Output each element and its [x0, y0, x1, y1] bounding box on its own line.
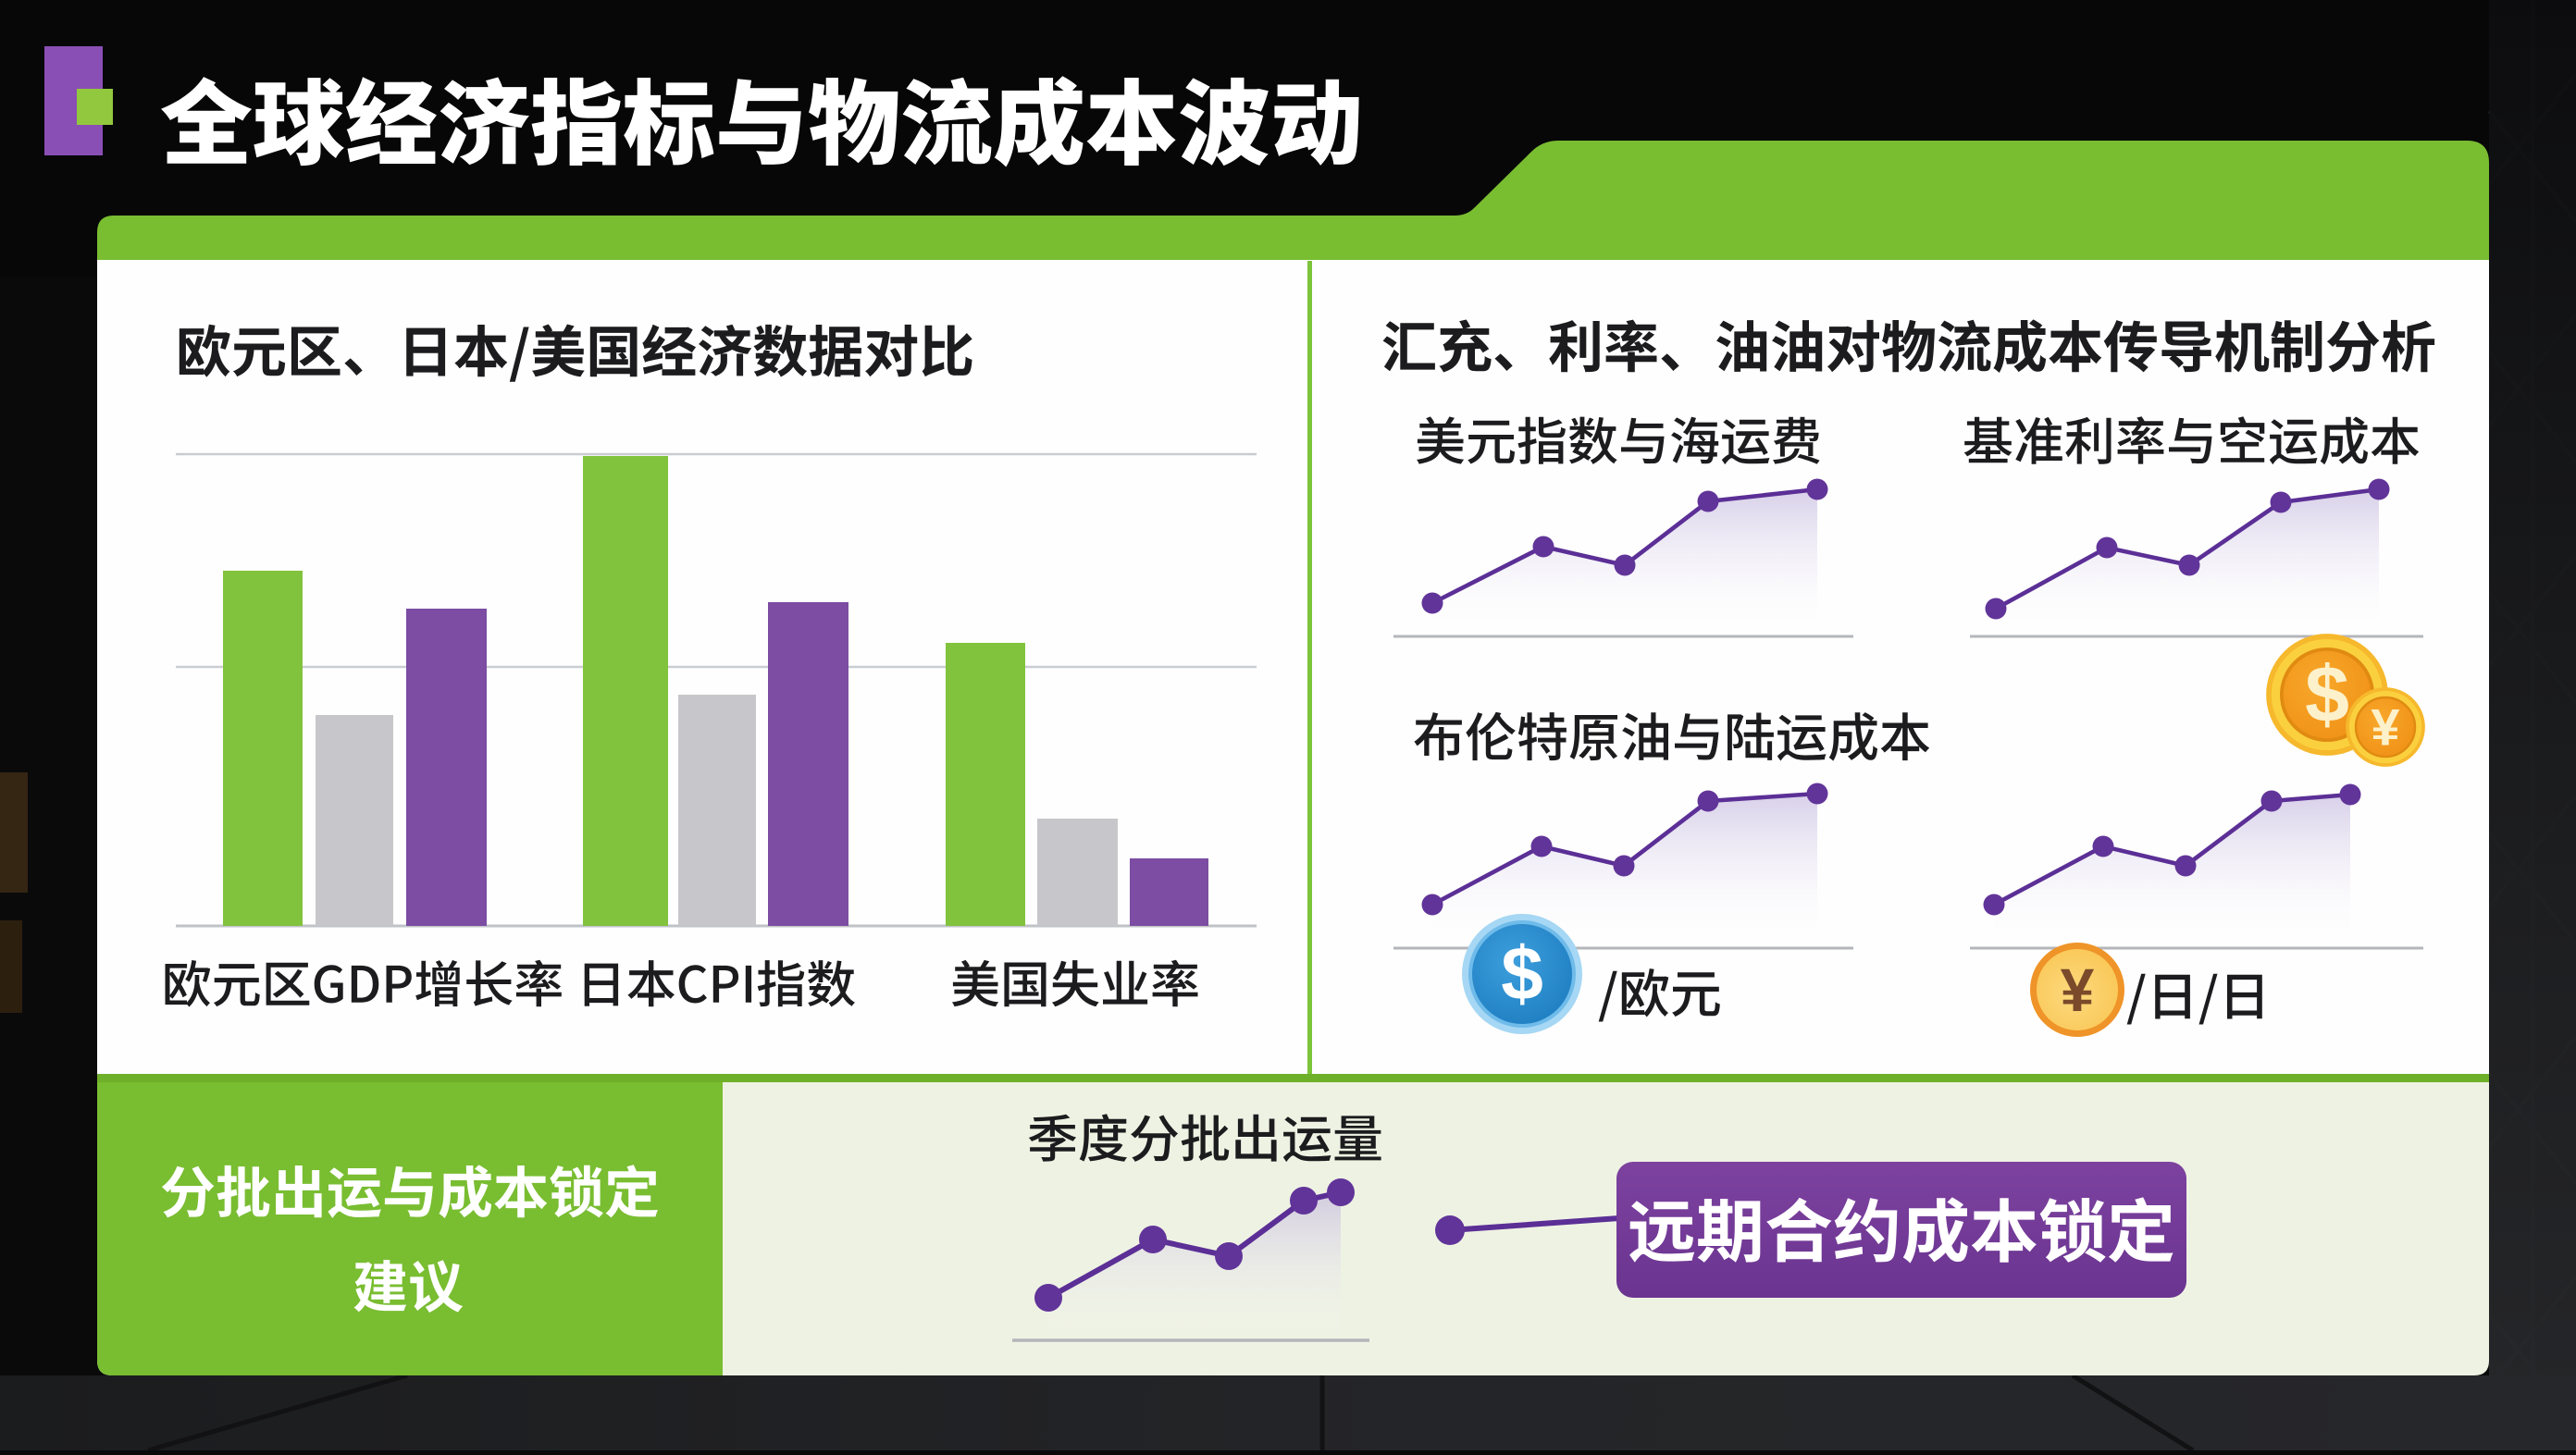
- svg-text:$: $: [2305, 650, 2349, 739]
- svg-text:¥: ¥: [2061, 956, 2095, 1024]
- svg-text:$: $: [1501, 932, 1543, 1017]
- svg-text:¥: ¥: [2371, 698, 2399, 757]
